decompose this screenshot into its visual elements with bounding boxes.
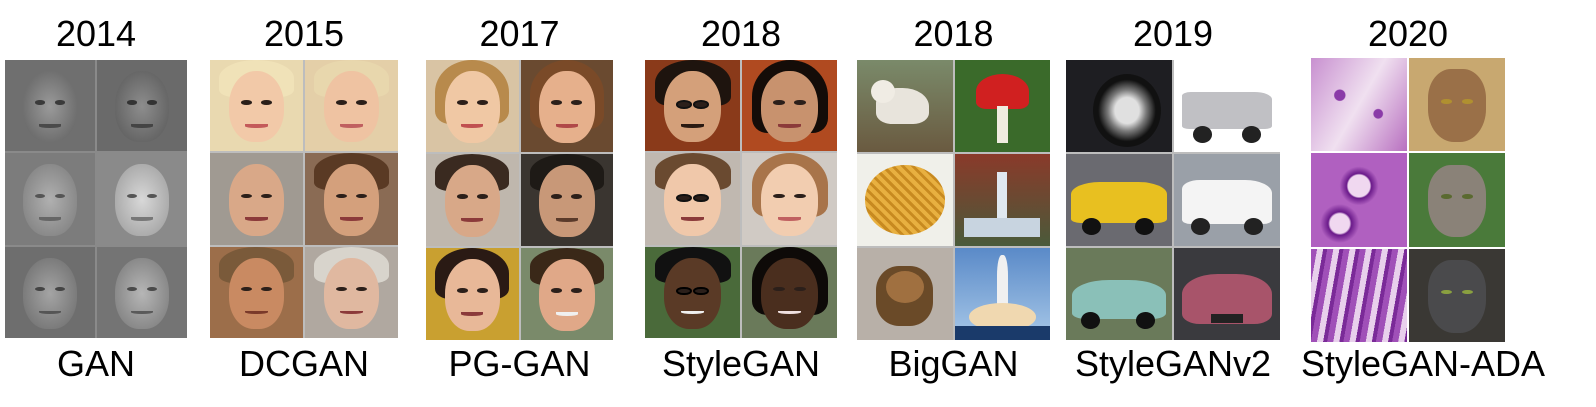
sample-image bbox=[954, 154, 1050, 246]
sample-image bbox=[857, 154, 953, 246]
year-label: 2019 bbox=[1132, 13, 1214, 54]
sample-image bbox=[1409, 58, 1505, 152]
column-biggan: 2018 BigGAN bbox=[857, 0, 1050, 407]
model-name: PG-GAN bbox=[448, 343, 591, 384]
column-styleganv2: 2019 bbox=[1066, 0, 1280, 407]
year-label: 2014 bbox=[55, 13, 137, 54]
sample-image bbox=[742, 246, 837, 338]
sample-image bbox=[1174, 248, 1280, 340]
year-label: 2015 bbox=[263, 13, 345, 54]
sample-image bbox=[645, 246, 740, 338]
column-stylegan: 2018 bbox=[645, 0, 837, 407]
sample-image bbox=[305, 60, 398, 152]
year-label: 2017 bbox=[479, 13, 560, 54]
year-label: 2018 bbox=[700, 13, 782, 54]
sample-image bbox=[1311, 153, 1407, 247]
sample-image bbox=[1311, 248, 1407, 342]
sample-image bbox=[1174, 60, 1280, 152]
sample-image bbox=[426, 248, 519, 340]
sample-image bbox=[1066, 154, 1172, 246]
column-stylegan-ada: 2020 StyleGAN-ADA bbox=[1301, 0, 1545, 407]
model-name: StyleGANv2 bbox=[1074, 343, 1272, 384]
sample-grid bbox=[210, 60, 398, 338]
sample-image bbox=[954, 248, 1050, 340]
sample-image bbox=[210, 60, 303, 152]
sample-grid bbox=[426, 60, 613, 340]
sample-image bbox=[1311, 58, 1407, 152]
sample-image bbox=[5, 60, 95, 152]
sample-image bbox=[742, 153, 837, 245]
sample-image bbox=[520, 60, 613, 152]
column-pg-gan: 2017 P bbox=[426, 0, 613, 407]
sample-image bbox=[520, 248, 613, 340]
sample-image bbox=[210, 153, 303, 245]
sample-image bbox=[97, 246, 187, 338]
sample-image bbox=[426, 60, 519, 152]
sample-grid bbox=[1311, 58, 1505, 342]
model-name: StyleGAN-ADA bbox=[1301, 343, 1546, 384]
sample-image bbox=[1409, 153, 1505, 247]
sample-image bbox=[857, 248, 953, 340]
year-label: 2018 bbox=[913, 13, 994, 54]
model-name: BigGAN bbox=[888, 343, 1019, 384]
sample-image bbox=[645, 60, 740, 152]
sample-image bbox=[857, 60, 953, 152]
column-gan: 2014 G bbox=[5, 0, 187, 407]
model-name: StyleGAN bbox=[661, 343, 821, 384]
sample-image bbox=[97, 60, 187, 152]
sample-image bbox=[210, 246, 303, 338]
sample-image bbox=[520, 154, 613, 246]
sample-image bbox=[426, 154, 519, 246]
sample-image bbox=[742, 60, 837, 152]
sample-image bbox=[1066, 60, 1172, 152]
column-dcgan: 2015 DCGAN bbox=[210, 0, 398, 407]
sample-grid bbox=[1066, 60, 1280, 340]
sample-image bbox=[5, 153, 95, 245]
sample-image bbox=[645, 153, 740, 245]
sample-grid bbox=[645, 60, 837, 338]
sample-image bbox=[305, 246, 398, 338]
sample-image bbox=[1066, 248, 1172, 340]
sample-grid bbox=[857, 60, 1050, 340]
sample-image bbox=[97, 153, 187, 245]
sample-image bbox=[954, 60, 1050, 152]
model-name: GAN bbox=[56, 343, 135, 384]
sample-grid bbox=[5, 60, 187, 338]
sample-image bbox=[1174, 154, 1280, 246]
model-name: DCGAN bbox=[238, 343, 369, 384]
sample-image bbox=[1409, 248, 1505, 342]
sample-image bbox=[305, 153, 398, 245]
sample-image bbox=[5, 246, 95, 338]
year-label: 2020 bbox=[1367, 13, 1449, 54]
